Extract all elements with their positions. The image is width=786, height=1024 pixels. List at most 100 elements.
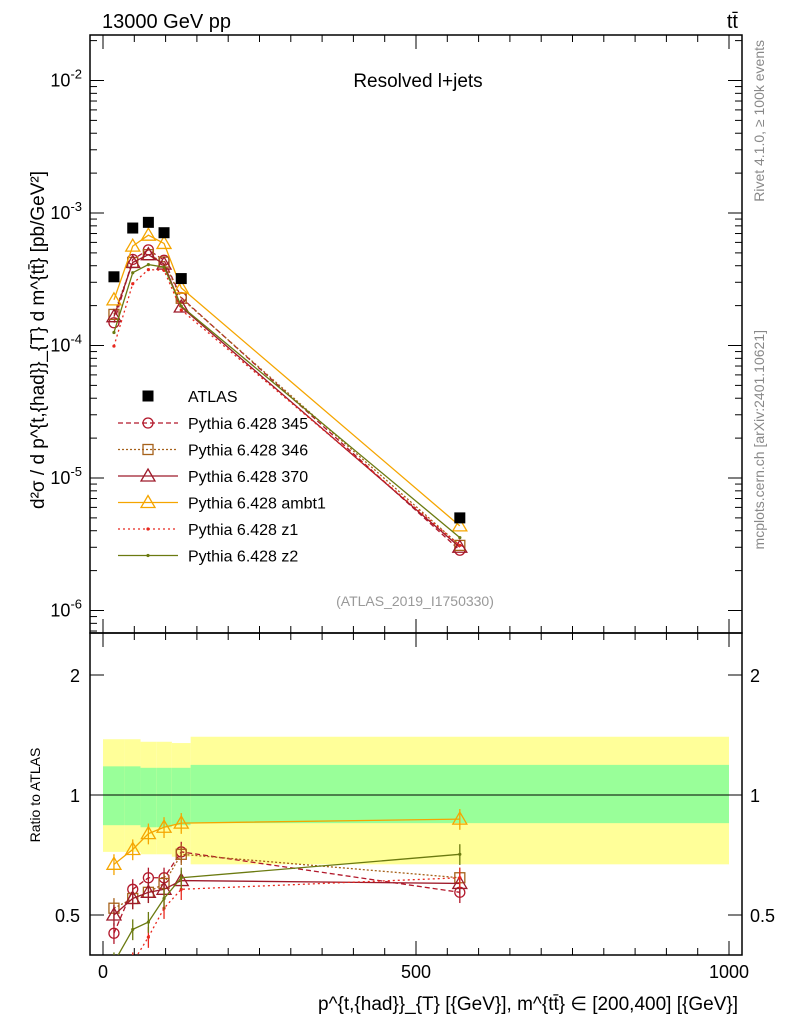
legend-label: Pythia 6.428 346 bbox=[188, 443, 308, 460]
y-tick-label: 10-4 bbox=[50, 332, 82, 356]
series-ambt1-point bbox=[451, 517, 468, 532]
legend-marker bbox=[139, 467, 157, 482]
y-tick-label: 10-3 bbox=[50, 199, 82, 223]
series-346-ratio-line bbox=[113, 853, 460, 909]
series-z2-point bbox=[131, 271, 135, 275]
legend-label: ATLAS bbox=[188, 389, 238, 406]
atlas-point bbox=[108, 271, 120, 283]
series-346-ratio-point bbox=[175, 848, 187, 860]
series-370-ratio-point bbox=[105, 906, 123, 921]
series-z2-ratio-point bbox=[146, 920, 150, 924]
series-ambt1-point bbox=[155, 235, 173, 250]
series-z1-point bbox=[458, 543, 462, 547]
series-z2-point bbox=[458, 535, 462, 540]
series-ambt1-ratio-point bbox=[451, 810, 468, 825]
band-inner bbox=[124, 766, 141, 826]
series-z1-ratio-point bbox=[179, 887, 183, 891]
chart-title: Resolved l+jets bbox=[353, 71, 482, 92]
series-370-ratio-point bbox=[140, 884, 157, 898]
series-z2-ratio-line bbox=[117, 853, 460, 955]
series-370-ratio-point bbox=[124, 890, 141, 905]
series-ambt1-ratio-point bbox=[140, 825, 157, 840]
series-370-point bbox=[105, 308, 123, 323]
atlas-point bbox=[175, 273, 187, 285]
series-ambt1-ratio-point bbox=[173, 814, 190, 829]
series-370-point bbox=[451, 538, 468, 553]
y-axis-label: d²σ / d p^{t,{had}}_{T} d m^{tt̄} [pb/Ge… bbox=[28, 171, 49, 509]
band-inner bbox=[156, 767, 172, 828]
legend-marker bbox=[146, 527, 150, 531]
series-z1-ratio-point bbox=[112, 1002, 115, 1005]
series-ambt1-ratio-point bbox=[124, 841, 141, 856]
legend-label: Pythia 6.428 z1 bbox=[188, 522, 298, 539]
series-ambt1-ratio-point bbox=[105, 856, 123, 870]
legend-marker bbox=[139, 494, 157, 509]
series-ambt1-point bbox=[105, 291, 123, 306]
legend-label: Pythia 6.428 345 bbox=[188, 416, 308, 433]
series-370-point bbox=[124, 254, 141, 269]
ratio-tick-label-right: 1 bbox=[750, 786, 760, 806]
legend-marker bbox=[142, 390, 154, 402]
y-tick-label: 10-6 bbox=[50, 597, 82, 621]
atlas-point bbox=[158, 227, 170, 239]
y-tick-label: 10-2 bbox=[50, 67, 82, 91]
series-z2-line bbox=[113, 263, 461, 539]
main-frame bbox=[89, 34, 743, 634]
ratio-tick-label: 2 bbox=[70, 666, 80, 686]
rivet-label: Rivet 4.1.0, ≥ 100k events bbox=[751, 40, 767, 202]
main-series bbox=[105, 216, 468, 556]
series-z1-point bbox=[131, 282, 135, 286]
plot-area: 10-6 10-5 10-4 10-3 10-2 0.5 0.5 1 1 2 2 0 500 1000 Py… bbox=[50, 34, 775, 1005]
series-z1-point bbox=[179, 308, 183, 312]
series-ambt1-point bbox=[173, 279, 190, 294]
atlas-point bbox=[454, 512, 466, 524]
series-z1-point bbox=[112, 344, 116, 348]
series-ambt1-ratio-line bbox=[113, 818, 460, 865]
series-370-line bbox=[113, 253, 461, 548]
ratio-y-axis-label: Ratio to ATLAS bbox=[27, 748, 43, 843]
series-ambt1-ratio-point bbox=[155, 818, 173, 833]
series-z1-point bbox=[146, 267, 150, 272]
mcplots-label: mcplots.cern.ch [arXiv:2401.10621] bbox=[751, 330, 767, 549]
series-z2-ratio-point bbox=[112, 961, 115, 964]
y-tick-label: 10-5 bbox=[50, 464, 82, 488]
series-370-point bbox=[173, 298, 190, 313]
series-z2-ratio-point bbox=[162, 896, 166, 901]
x-tick-label: 0 bbox=[98, 962, 108, 982]
ratio-tick-label: 1 bbox=[70, 786, 80, 806]
series-z1-ratio-line bbox=[136, 877, 460, 955]
ratio-series bbox=[105, 809, 468, 1005]
series-z1-ratio-point bbox=[458, 876, 462, 880]
x-tick-label: 1000 bbox=[709, 962, 749, 982]
ratio-tick-label-right: 2 bbox=[750, 666, 760, 686]
series-z1-ratio-point bbox=[146, 935, 150, 939]
legend-marker bbox=[142, 417, 154, 429]
series-z1-ratio-point bbox=[131, 961, 134, 964]
legend-label: Pythia 6.428 ambt1 bbox=[188, 496, 326, 513]
legend-marker bbox=[142, 443, 154, 456]
series-z2-point bbox=[146, 262, 150, 267]
x-axis-label: p^{t,{had}}_{T} [{GeV}], m^{tt̄} ∈ [200,… bbox=[318, 994, 738, 1015]
series-345-ratio-point bbox=[108, 927, 120, 939]
header-right: tt̄ bbox=[727, 11, 739, 33]
series-z1-line bbox=[113, 268, 461, 546]
series-z2-point bbox=[112, 330, 116, 335]
series-z2-ratio-point bbox=[131, 927, 135, 932]
series-z2-point bbox=[162, 265, 166, 269]
ratio-tick-label: 0.5 bbox=[55, 906, 80, 926]
series-370-point bbox=[140, 246, 157, 261]
series-ambt1-line bbox=[113, 234, 461, 527]
series-z2-ratio-point bbox=[179, 876, 183, 880]
x-tick-label: 500 bbox=[401, 962, 431, 982]
series-z2-ratio-point bbox=[458, 852, 462, 856]
ratio-tick-label-right: 0.5 bbox=[750, 906, 775, 926]
series-ambt1-point bbox=[124, 237, 141, 252]
atlas-point bbox=[127, 222, 139, 234]
series-ambt1-point bbox=[140, 226, 157, 241]
analysis-label: (ATLAS_2019_I1750330) bbox=[336, 593, 494, 609]
band-inner bbox=[140, 767, 157, 828]
legend-label: Pythia 6.428 370 bbox=[188, 469, 308, 486]
series-345-point bbox=[108, 317, 120, 329]
